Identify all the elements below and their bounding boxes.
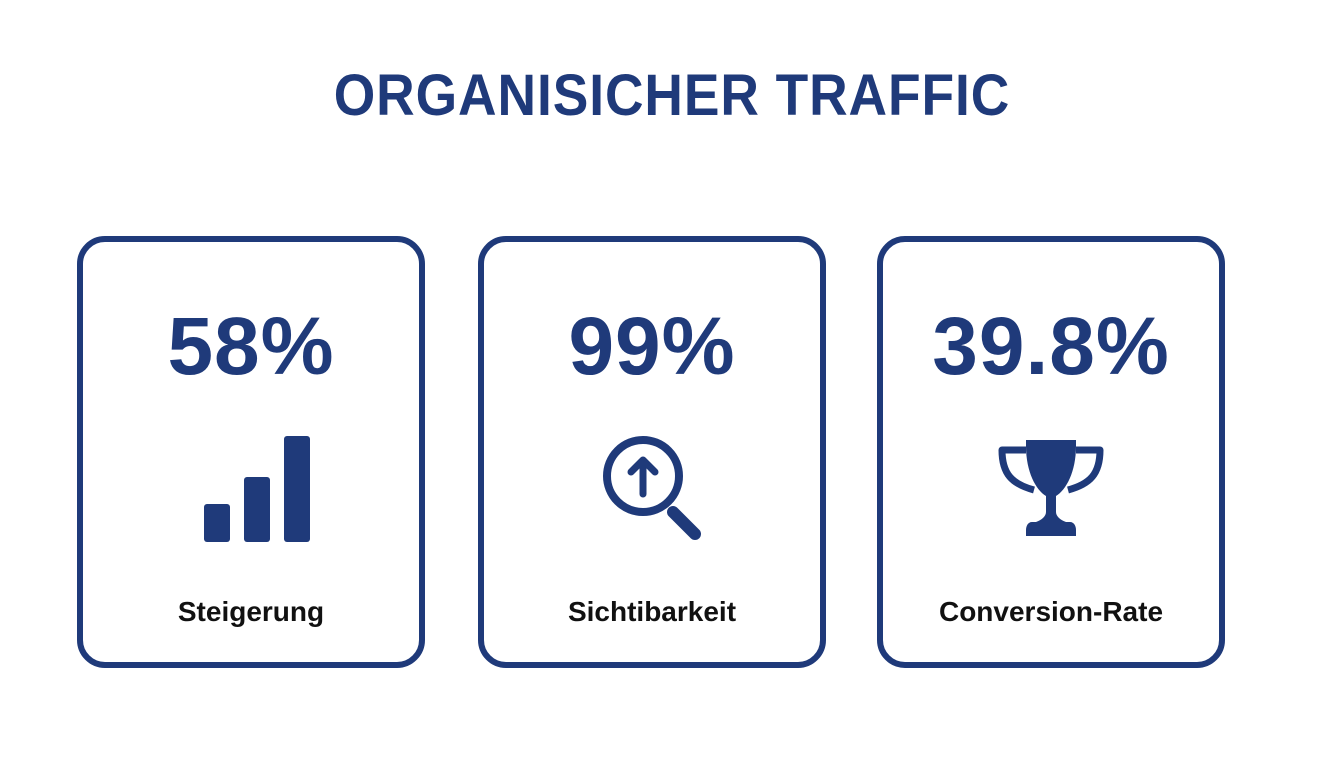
stat-value: 39.8% xyxy=(932,301,1170,392)
stat-label: Steigerung xyxy=(177,596,325,627)
bar-chart-icon xyxy=(186,432,316,552)
search-arrow-up-icon xyxy=(587,432,717,552)
stat-value: 99% xyxy=(568,301,736,392)
stat-card-steigerung: 58% Steigerung xyxy=(77,236,425,668)
stat-label: Conversion-Rate xyxy=(938,596,1164,627)
stat-label: Sichtibarkeit xyxy=(567,596,737,627)
stat-card-conversion-rate: 39.8% Conversion-Rate xyxy=(877,236,1225,668)
stat-value: 58% xyxy=(167,301,335,392)
page-title: ORGANISICHER TRAFFIC xyxy=(333,63,1011,128)
trophy-icon xyxy=(986,432,1116,552)
stat-card-sichtbarkeit: 99% Sichtibarkeit xyxy=(478,236,826,668)
